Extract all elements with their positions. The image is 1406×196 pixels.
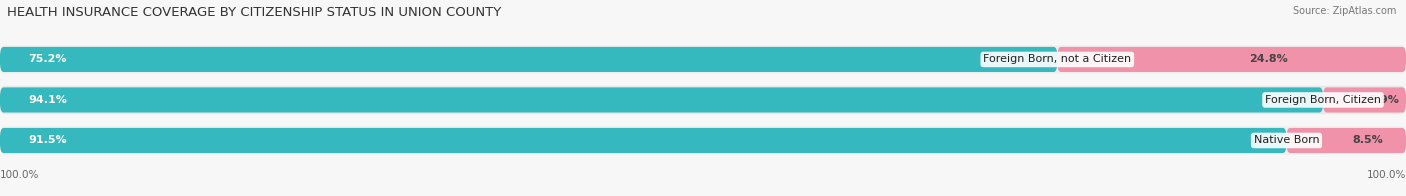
- FancyBboxPatch shape: [0, 45, 1406, 74]
- FancyBboxPatch shape: [0, 87, 1323, 113]
- Text: 8.5%: 8.5%: [1353, 135, 1384, 145]
- Text: 75.2%: 75.2%: [28, 54, 66, 64]
- Text: Foreign Born, not a Citizen: Foreign Born, not a Citizen: [983, 54, 1132, 64]
- Text: 5.9%: 5.9%: [1368, 95, 1399, 105]
- FancyBboxPatch shape: [1057, 47, 1406, 72]
- FancyBboxPatch shape: [1286, 128, 1406, 153]
- Text: Source: ZipAtlas.com: Source: ZipAtlas.com: [1292, 6, 1396, 16]
- Text: 100.0%: 100.0%: [0, 170, 39, 180]
- FancyBboxPatch shape: [1323, 87, 1406, 113]
- Text: 24.8%: 24.8%: [1249, 54, 1288, 64]
- Text: Foreign Born, Citizen: Foreign Born, Citizen: [1265, 95, 1381, 105]
- FancyBboxPatch shape: [0, 128, 1286, 153]
- FancyBboxPatch shape: [0, 126, 1406, 155]
- Text: 100.0%: 100.0%: [1367, 170, 1406, 180]
- FancyBboxPatch shape: [0, 86, 1406, 114]
- Text: Native Born: Native Born: [1254, 135, 1319, 145]
- Text: 91.5%: 91.5%: [28, 135, 66, 145]
- Text: 94.1%: 94.1%: [28, 95, 67, 105]
- Text: HEALTH INSURANCE COVERAGE BY CITIZENSHIP STATUS IN UNION COUNTY: HEALTH INSURANCE COVERAGE BY CITIZENSHIP…: [7, 6, 502, 19]
- FancyBboxPatch shape: [0, 47, 1057, 72]
